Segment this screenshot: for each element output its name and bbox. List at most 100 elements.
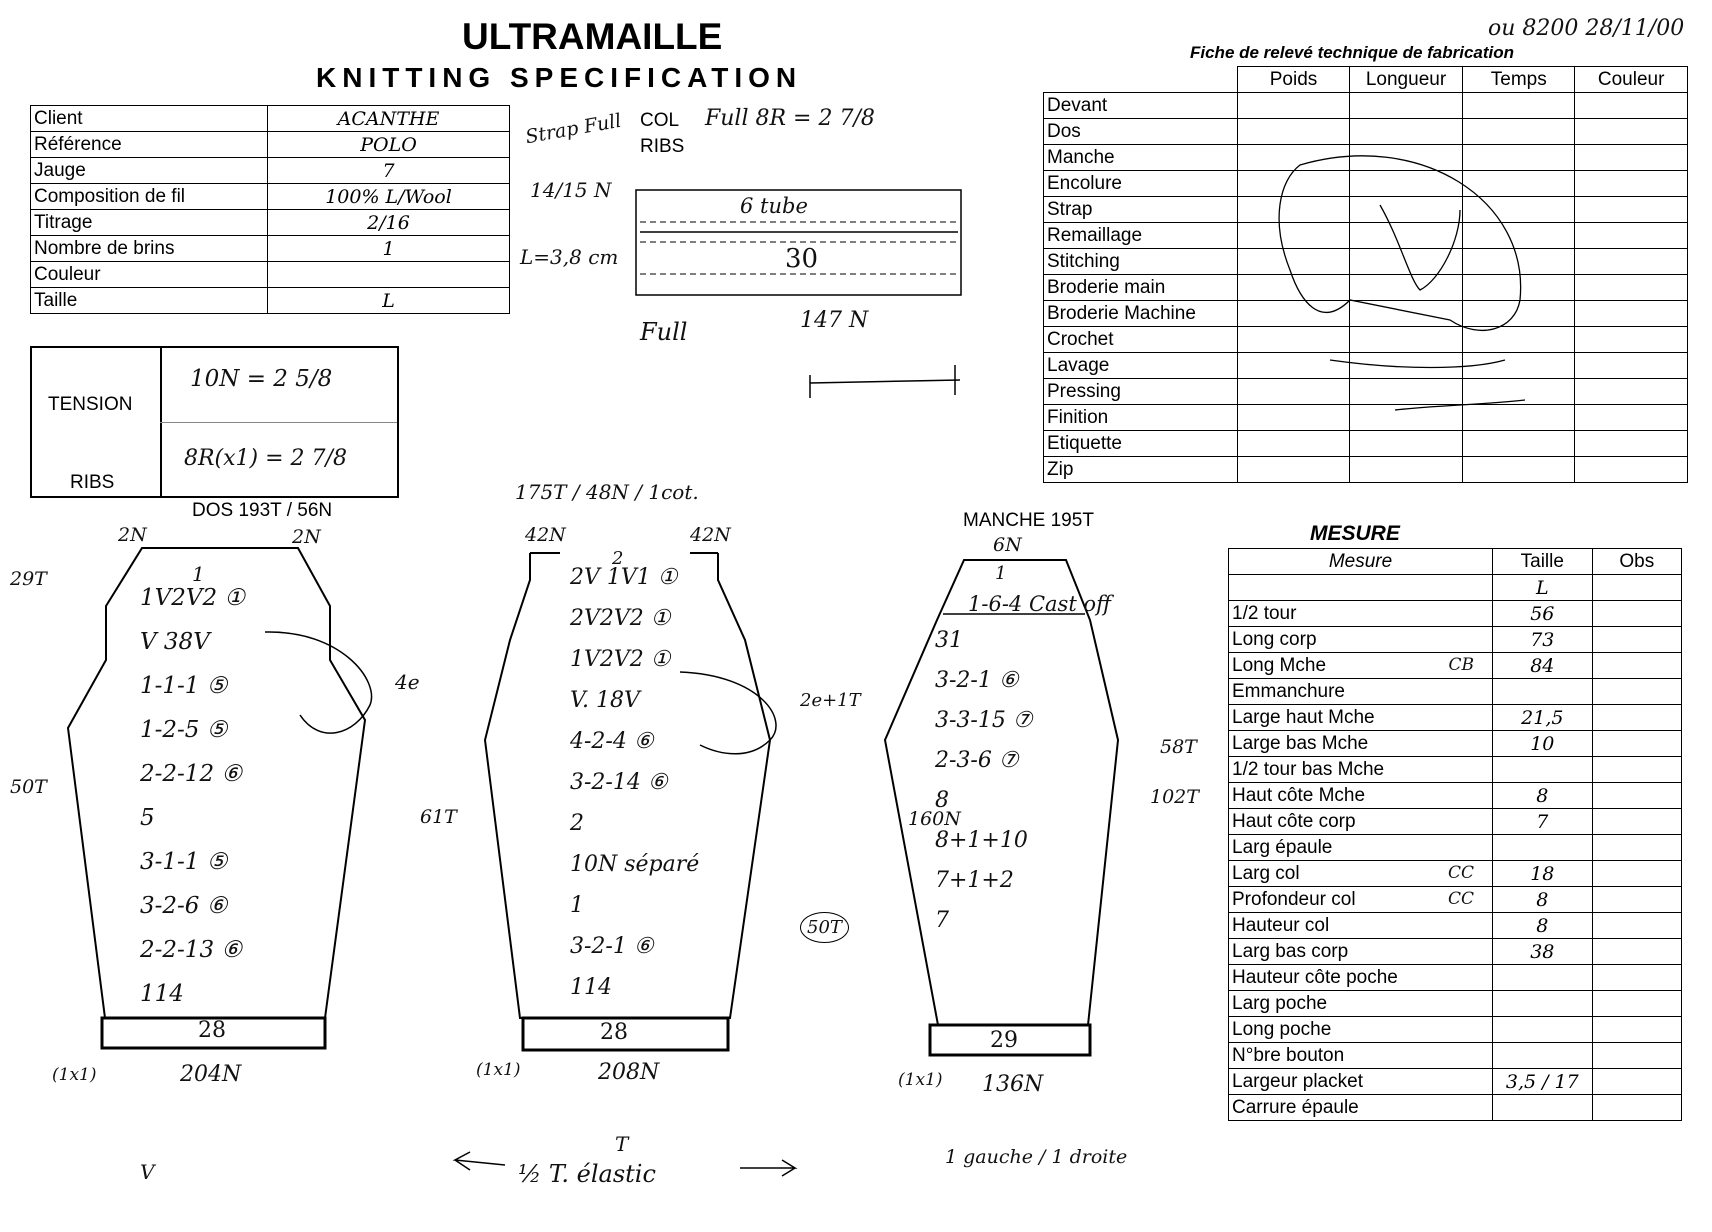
fiche-cell <box>1348 300 1464 327</box>
mesure-taille: L <box>1491 574 1593 601</box>
fiche-cell <box>1574 248 1688 275</box>
mesure-row: Long poche <box>1228 1016 1683 1043</box>
fiche-cell <box>1237 300 1350 327</box>
fiche-cell <box>1574 430 1688 457</box>
mesure-taille: 10 <box>1491 730 1593 757</box>
n147-note: 147 N <box>800 308 869 333</box>
mesure-label-cell: Haut côte Mche <box>1228 782 1493 809</box>
mesure-label: Largeur placket <box>1232 1070 1363 1092</box>
fiche-cell <box>1462 118 1576 145</box>
mesure-row: 1/2 tour 56 <box>1228 600 1683 627</box>
mesure-title: MESURE <box>1310 522 1400 545</box>
mesure-row: Hauteur côte poche <box>1228 964 1683 991</box>
front-bottom-left: (1x1) <box>476 1060 521 1080</box>
tube-note: 6 tube <box>740 194 808 218</box>
instruction-line: 2 <box>570 811 584 836</box>
client-row: Client ACANTHE <box>30 105 510 132</box>
front-band: 28 <box>600 1020 628 1045</box>
mesure-label: Long poche <box>1232 1018 1332 1040</box>
fiche-cell <box>1237 118 1350 145</box>
fiche-row-label: Finition <box>1042 404 1239 431</box>
dos-title: DOS 193T / 56N <box>192 500 333 521</box>
mesure-row: Haut côte Mche 8 <box>1228 782 1683 809</box>
mesure-obs <box>1591 600 1683 627</box>
client-label: Taille <box>30 287 268 314</box>
fiche-cell <box>1348 196 1464 223</box>
client-row: Composition de fil 100% L/Wool <box>30 183 510 210</box>
mesure-label-cell: 1/2 tour bas Mche <box>1228 756 1493 783</box>
mesure-label: 1/2 tour bas Mche <box>1232 758 1385 780</box>
fiche-cell <box>1462 378 1576 405</box>
mesure-taille: 8 <box>1491 782 1593 809</box>
mesure-row: Long Mche CB 84 <box>1228 652 1683 679</box>
fiche-cell <box>1237 196 1350 223</box>
mesure-label: Profondeur col <box>1232 888 1356 910</box>
instruction-line: 2-2-12 ⑥ <box>140 761 243 787</box>
fiche-cell <box>1237 274 1350 301</box>
mesure-obs <box>1591 626 1683 653</box>
mesure-row: Larg épaule <box>1228 834 1683 861</box>
fiche-cell <box>1237 222 1350 249</box>
mesure-row: Emmanchure <box>1228 678 1683 705</box>
mesure-taille: 84 <box>1491 652 1593 679</box>
mesure-row: L <box>1228 574 1683 601</box>
front-right-top: 42N <box>690 524 731 546</box>
mesure-obs <box>1591 1016 1683 1043</box>
mesure-taille: 56 <box>1491 600 1593 627</box>
instruction-line: 3-2-14 ⑥ <box>570 770 668 795</box>
mesure-label-cell: Large bas Mche <box>1228 730 1493 757</box>
fiche-cell <box>1348 404 1464 431</box>
fiche-cell <box>1462 170 1576 197</box>
fiche-cell <box>1237 144 1350 171</box>
fiche-cell <box>1574 378 1688 405</box>
instruction-line: 1V2V2 ① <box>570 647 671 672</box>
mesure-row: Largeur placket 3,5 / 17 <box>1228 1068 1683 1095</box>
mesure-taille <box>1491 678 1593 705</box>
client-table: Client ACANTHE Référence POLO Jauge 7 Composit… <box>30 105 510 314</box>
fiche-row: Finition <box>1042 404 1688 431</box>
dos-note-4e: 4e <box>395 670 420 694</box>
mesure-taille: 18 <box>1491 860 1593 887</box>
mesure-obs <box>1591 808 1683 835</box>
fiche-cell <box>1237 404 1350 431</box>
fiche-title: Fiche de relevé technique de fabrication <box>1190 43 1515 62</box>
fiche-cell <box>1237 92 1350 119</box>
fiche-row: Stitching <box>1042 248 1688 275</box>
fiche-cell <box>1348 352 1464 379</box>
instruction-line: 2-2-13 ⑥ <box>140 937 243 963</box>
manche-top-mark: 1 <box>995 563 1007 584</box>
fiche-corner <box>1043 66 1239 93</box>
fiche-cell <box>1348 274 1464 301</box>
fiche-cell <box>1574 404 1688 431</box>
brand-title: ULTRAMAILLE <box>462 16 723 57</box>
mesure-obs <box>1591 860 1683 887</box>
client-value: ACANTHE <box>267 105 510 132</box>
mesure-label-cell: Carrure épaule <box>1228 1094 1493 1121</box>
fiche-cell <box>1574 144 1688 171</box>
manche-top: 6N <box>993 534 1022 556</box>
mesure-label-cell: N°bre bouton <box>1228 1042 1493 1069</box>
mesure-label-cell: Emmanchure <box>1228 678 1493 705</box>
tension-box: TENSION RIBS 10N = 2 5/8 8R(x1) = 2 7/8 <box>30 346 399 498</box>
mesure-obs <box>1591 1068 1683 1095</box>
mesure-label-cell: Hauteur côte poche <box>1228 964 1493 991</box>
client-label: Composition de fil <box>30 183 268 210</box>
mesure-label-cell: Hauteur col <box>1228 912 1493 939</box>
footer-gauche: 1 gauche / 1 droite <box>945 1146 1128 1168</box>
fiche-row-label: Zip <box>1042 456 1239 483</box>
mesure-taille: 73 <box>1491 626 1593 653</box>
fiche-cell <box>1237 326 1350 353</box>
needles-note: 14/15 N <box>530 178 612 202</box>
instruction-line: 1V2V2 ① <box>140 585 246 611</box>
mesure-taille <box>1491 1016 1593 1043</box>
fiche-cell <box>1462 300 1576 327</box>
instruction-line: 3-3-15 ⑦ <box>935 708 1033 733</box>
mesure-row: Long corp 73 <box>1228 626 1683 653</box>
mesure-row: Profondeur col CC 8 <box>1228 886 1683 913</box>
dos-side-mid: 50T <box>10 776 47 798</box>
mesure-label: N°bre bouton <box>1232 1044 1345 1066</box>
mesure-label: Long corp <box>1232 628 1317 650</box>
instruction-line: 3-2-1 ⑥ <box>935 668 1019 693</box>
fiche-column-header: Couleur <box>1574 66 1688 93</box>
fiche-cell <box>1348 92 1464 119</box>
